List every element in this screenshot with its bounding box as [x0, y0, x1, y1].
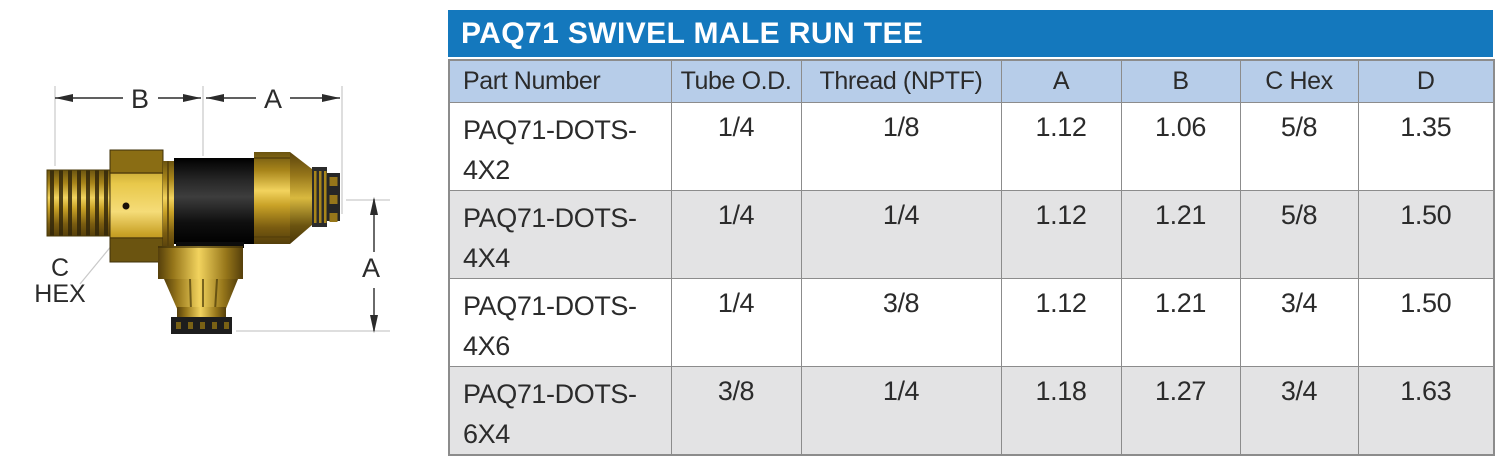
table-row: PAQ71-DOTS- 4X4 1/4 1/4 1.12 1.21 5/8 1.…	[448, 189, 1495, 279]
header-row: Part Number Tube O.D. Thread (NPTF) A B …	[448, 59, 1495, 103]
tube-od-cell: 1/4	[670, 101, 802, 191]
dim-a-top-label: A	[264, 84, 282, 114]
dim-b-cell: 1.21	[1120, 189, 1241, 279]
hex-callout: C HEX	[34, 254, 86, 308]
dimension-a-side	[370, 197, 378, 333]
table-row: PAQ71-DOTS- 6X4 3/8 1/4 1.18 1.27 3/4 1.…	[448, 365, 1495, 455]
col-header-b: B	[1120, 59, 1241, 103]
tube-od-cell: 3/8	[670, 365, 802, 455]
thread-cell: 1/8	[800, 101, 1002, 191]
thread-cell: 1/4	[800, 365, 1002, 455]
c-hex-cell: 5/8	[1239, 189, 1359, 279]
part-number-line1: PAQ71-DOTS-	[463, 114, 637, 145]
hex-callout-line2: HEX	[34, 280, 86, 308]
hex-callout-line1: C	[51, 254, 69, 282]
dim-a-cell: 1.12	[1000, 101, 1122, 191]
dim-d-cell: 1.50	[1357, 189, 1495, 279]
hex-nut-dot	[122, 202, 130, 210]
table-title-bar: PAQ71 SWIVEL MALE RUN TEE	[448, 10, 1493, 57]
part-number-line2: 4X2	[463, 154, 510, 185]
col-header-tube-od: Tube O.D.	[670, 59, 802, 103]
dim-b-cell: 1.27	[1120, 365, 1241, 455]
part-number-cell: PAQ71-DOTS- 4X2	[448, 101, 672, 191]
part-number-cell: PAQ71-DOTS- 4X6	[448, 277, 672, 367]
col-header-a: A	[1000, 59, 1122, 103]
col-header-c-hex: C Hex	[1239, 59, 1359, 103]
fitting-diagram-svg: B A A C HEX	[34, 84, 390, 334]
part-number-line2: 4X6	[463, 330, 510, 361]
brass-ring	[163, 161, 174, 249]
col-header-d: D	[1357, 59, 1495, 103]
spec-table: Part Number Tube O.D. Thread (NPTF) A B …	[448, 59, 1495, 456]
dim-a-cell: 1.12	[1000, 189, 1122, 279]
dim-d-cell: 1.63	[1357, 365, 1495, 455]
part-number-line1: PAQ71-DOTS-	[463, 290, 637, 321]
dim-d-cell: 1.50	[1357, 277, 1495, 367]
tee-body	[174, 158, 254, 248]
col-header-part-number: Part Number	[448, 59, 672, 103]
dim-a-side-label: A	[362, 253, 380, 283]
tube-od-cell: 1/4	[670, 277, 802, 367]
part-number-cell: PAQ71-DOTS- 4X4	[448, 189, 672, 279]
part-number-cell: PAQ71-DOTS- 6X4	[448, 365, 672, 455]
c-hex-cell: 3/4	[1239, 365, 1359, 455]
spec-section: PAQ71 SWIVEL MALE RUN TEE Part Number Tu…	[448, 10, 1495, 456]
part-number-line1: PAQ71-DOTS-	[463, 378, 637, 409]
push-connect-right	[254, 152, 340, 244]
dim-b-cell: 1.21	[1120, 277, 1241, 367]
c-hex-cell: 5/8	[1239, 101, 1359, 191]
fitting-diagram: B A A C HEX	[0, 0, 443, 456]
fitting-illustration	[46, 149, 340, 334]
dim-b-cell: 1.06	[1120, 101, 1241, 191]
dim-a-cell: 1.18	[1000, 365, 1122, 455]
thread-cell: 3/8	[800, 277, 1002, 367]
thread-cell: 1/4	[800, 189, 1002, 279]
part-number-line2: 4X4	[463, 242, 510, 273]
extension-lines	[54, 86, 390, 332]
hex-nut	[109, 149, 164, 263]
dim-a-cell: 1.12	[1000, 277, 1122, 367]
table-row: PAQ71-DOTS- 4X2 1/4 1/8 1.12 1.06 5/8 1.…	[448, 101, 1495, 191]
part-number-line2: 6X4	[463, 418, 510, 449]
tube-od-cell: 1/4	[670, 189, 802, 279]
part-number-line1: PAQ71-DOTS-	[463, 202, 637, 233]
dimension-b	[55, 94, 201, 102]
dim-d-cell: 1.35	[1357, 101, 1495, 191]
col-header-thread-nptf: Thread (NPTF)	[800, 59, 1002, 103]
push-connect-bottom	[158, 246, 243, 334]
threaded-end	[46, 169, 113, 237]
c-hex-cell: 3/4	[1239, 277, 1359, 367]
table-row: PAQ71-DOTS- 4X6 1/4 3/8 1.12 1.21 3/4 1.…	[448, 277, 1495, 367]
dim-b-label: B	[131, 84, 149, 114]
dimension-a-top	[206, 94, 340, 102]
